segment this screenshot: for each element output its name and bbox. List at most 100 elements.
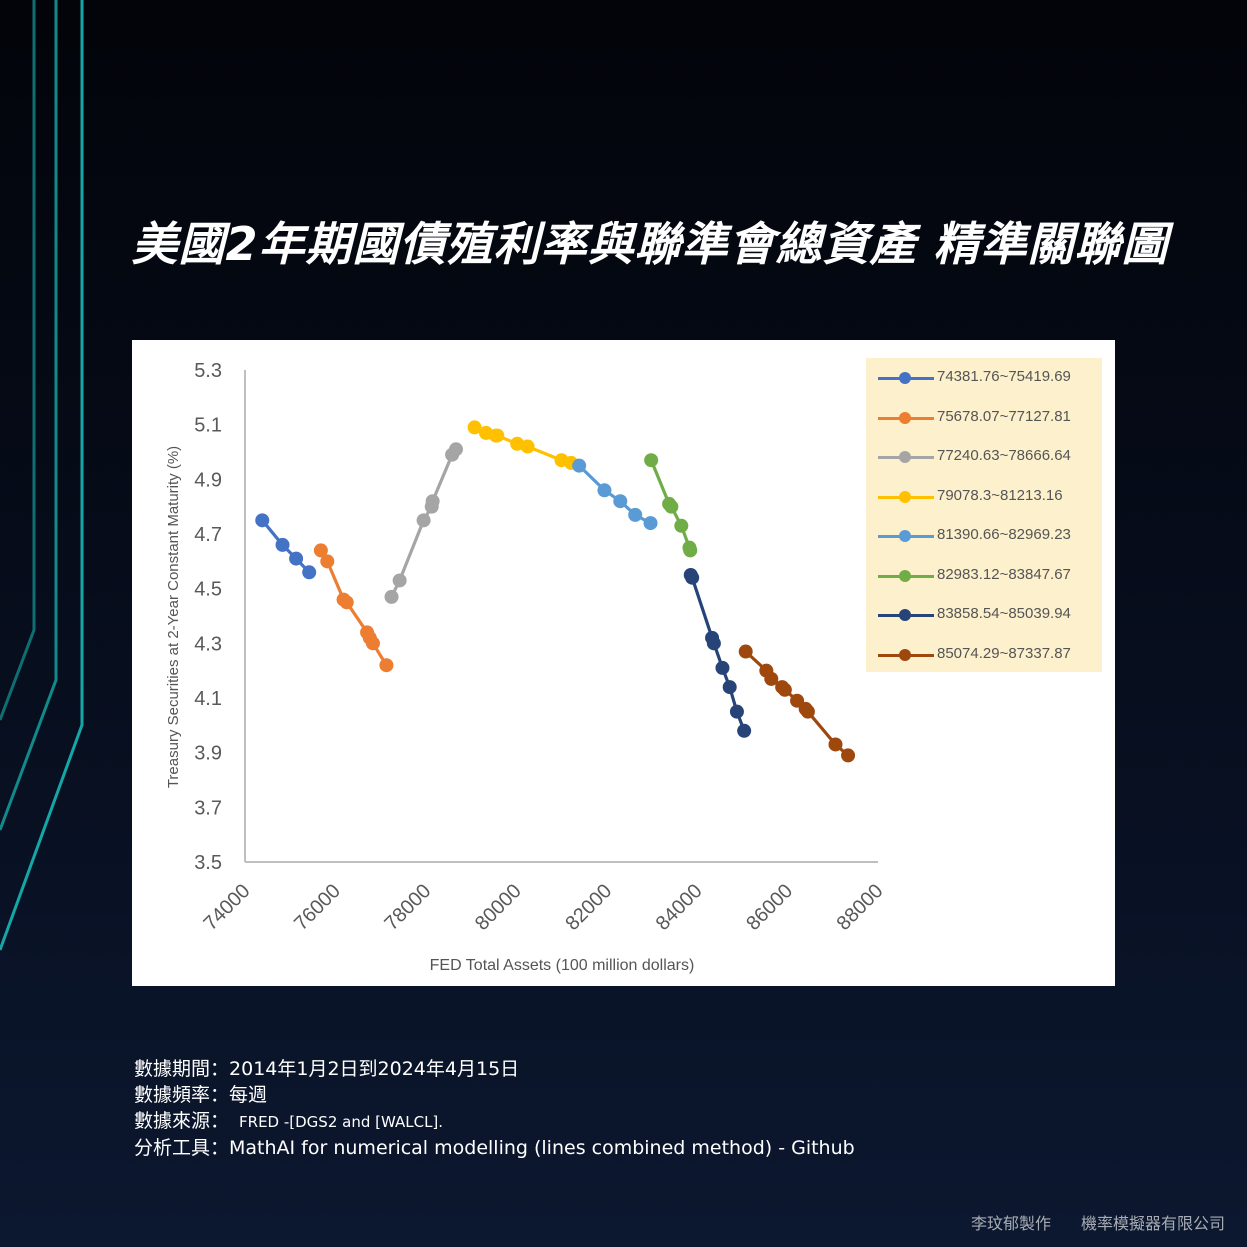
data-point [448,442,463,457]
data-point [379,658,394,673]
legend-item: 82983.12~83847.67 [876,566,1098,586]
footer-author: 李玟郁製作 [970,1214,1051,1233]
note-source: 數據來源： FRED -[DGS2 and [WALCL]. [134,1108,855,1135]
data-point [467,420,482,435]
legend-label: 83858.54~85039.94 [937,605,1071,622]
legend-swatch-dot [899,609,911,621]
legend-item: 83858.54~85039.94 [876,605,1098,625]
legend-label: 85074.29~87337.87 [937,644,1071,662]
data-point [777,682,792,697]
data-notes: 數據期間：2014年1月2日到2024年4月15日 數據頻率：每週 數據來源： F… [134,1056,855,1161]
x-tick-label: 86000 [742,880,797,935]
data-point [313,543,328,558]
axes [244,370,878,863]
series-8 [738,644,856,763]
x-axis-label: FED Total Assets (100 million dollars) [430,957,695,974]
x-tick-label: 74000 [200,880,255,935]
data-point [674,518,689,533]
y-tick-label: 5.3 [194,360,222,382]
x-tick-label: 76000 [290,880,345,935]
data-point [302,565,317,580]
data-point [685,570,700,585]
note-tool-label: 分析工具： [134,1137,230,1159]
data-point [738,644,753,659]
note-tool: 分析工具：MathAI for numerical modelling (lin… [134,1135,855,1161]
series-layer [255,420,856,763]
series-4 [467,420,579,470]
data-point [841,748,856,763]
data-point [392,573,407,588]
legend-item: 75678.07~77127.81 [876,408,1098,428]
decorative-lines [0,0,84,951]
series-7 [683,568,752,738]
data-point [339,595,354,610]
legend-label: 77240.63~78666.64 [937,447,1071,464]
chart-svg: 3.5 3.7 3.9 4.1 4.3 4.5 4.7 4.9 5.1 5.3 74000 7600… [165,360,888,974]
data-point [715,660,730,675]
note-source-label: 數據來源： [134,1110,230,1132]
legend-item: 74381.76~75419.69 [876,368,1098,388]
series-3 [384,442,463,604]
note-period-label: 數據期間： [134,1058,230,1080]
accent-line-3 [0,0,84,951]
note-source-value: FRED -[DGS2 and [WALCL]. [239,1113,444,1131]
x-tick-label: 80000 [471,880,526,935]
y-tick-label: 4.9 [194,469,222,491]
data-point [628,507,643,522]
footer-company: 機率模擬器有限公司 [1080,1214,1225,1233]
y-tick-labels: 3.5 3.7 3.9 4.1 4.3 4.5 4.7 4.9 5.1 5.3 [194,360,222,874]
data-point [416,513,431,528]
data-point [764,671,779,686]
data-point [255,513,270,528]
legend-item: 85074.29~87337.87 [876,645,1098,665]
data-point [613,494,628,509]
note-period-value: 2014年1月2日到2024年4月15日 [229,1058,520,1080]
series-2 [313,543,394,673]
data-point [737,723,752,738]
legend-swatch-dot [899,451,911,463]
x-tick-label: 88000 [833,880,888,935]
legend-swatch-dot [899,411,911,424]
legend-swatch-dot [899,648,911,661]
legend-label: 74381.76~75419.69 [937,368,1071,385]
y-tick-label: 4.5 [194,579,222,601]
y-tick-label: 3.5 [194,852,222,874]
y-tick-label: 3.7 [194,797,222,819]
data-point [275,537,290,552]
legend-label: 82983.12~83847.67 [937,565,1071,583]
legend-item: 81390.66~82969.23 [876,526,1098,546]
legend-label: 79078.3~81213.16 [937,486,1063,504]
footer: 李玟郁製作 機率模擬器有限公司 [941,1210,1225,1234]
x-tick-labels: 74000 76000 78000 80000 82000 84000 86000 88000 [200,880,888,935]
data-point [572,458,587,473]
data-point [828,737,843,752]
data-point [722,680,737,695]
x-tick-label: 82000 [561,880,616,935]
y-tick-label: 4.1 [194,688,222,710]
data-point [729,704,744,719]
y-tick-label: 4.3 [194,633,222,655]
y-tick-label: 4.7 [194,524,222,546]
data-point [320,554,335,569]
data-point [365,636,380,651]
series-6 [644,453,698,558]
note-frequency-value: 每週 [229,1084,268,1106]
legend-item: 77240.63~78666.64 [876,447,1098,467]
x-tick-label: 84000 [652,880,707,935]
data-point [520,439,535,454]
series-1 [255,513,317,580]
data-point [597,483,612,498]
chart-legend: 74381.76~75419.69 75678.07~77127.81 77240.… [866,358,1102,672]
legend-label: 81390.66~82969.23 [937,526,1071,543]
data-point [289,551,304,566]
note-tool-value: MathAI for numerical modelling (lines co… [229,1137,855,1159]
legend-swatch-dot [899,490,911,503]
accent-line-2 [0,0,58,831]
data-point [706,636,721,651]
legend-label: 75678.07~77127.81 [937,407,1071,425]
series-line [261,519,311,574]
data-point [664,499,679,514]
data-point [683,543,698,558]
legend-item: 79078.3~81213.16 [876,487,1098,507]
data-point [644,453,659,468]
